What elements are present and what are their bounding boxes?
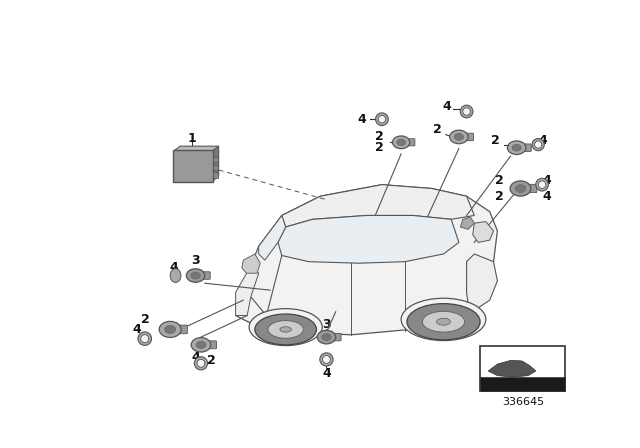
- Text: 2: 2: [491, 134, 500, 146]
- Ellipse shape: [510, 181, 531, 196]
- Ellipse shape: [515, 185, 525, 192]
- Bar: [481, 346, 565, 391]
- Ellipse shape: [508, 141, 526, 155]
- Text: 2: 2: [141, 313, 149, 326]
- Text: 4: 4: [170, 261, 179, 274]
- Ellipse shape: [322, 334, 331, 340]
- Ellipse shape: [191, 338, 211, 352]
- Ellipse shape: [191, 272, 200, 279]
- Ellipse shape: [197, 359, 205, 367]
- Polygon shape: [473, 222, 493, 242]
- Bar: [481, 377, 565, 391]
- Polygon shape: [278, 215, 459, 263]
- Polygon shape: [467, 254, 497, 308]
- Text: 4: 4: [358, 113, 367, 126]
- Ellipse shape: [436, 318, 451, 325]
- Polygon shape: [212, 146, 219, 181]
- FancyBboxPatch shape: [177, 325, 188, 334]
- Ellipse shape: [454, 134, 463, 140]
- Polygon shape: [236, 266, 259, 315]
- Polygon shape: [236, 185, 497, 335]
- Ellipse shape: [268, 321, 303, 338]
- Ellipse shape: [538, 181, 546, 189]
- Ellipse shape: [141, 335, 148, 343]
- FancyBboxPatch shape: [201, 272, 210, 279]
- Polygon shape: [259, 215, 285, 260]
- Ellipse shape: [280, 327, 291, 332]
- Text: 4: 4: [542, 190, 551, 202]
- Text: 4: 4: [191, 351, 200, 364]
- Ellipse shape: [534, 141, 542, 148]
- FancyBboxPatch shape: [406, 139, 415, 146]
- Ellipse shape: [195, 357, 207, 370]
- Ellipse shape: [401, 298, 486, 340]
- Polygon shape: [282, 185, 474, 227]
- FancyBboxPatch shape: [207, 341, 216, 349]
- Text: 4: 4: [322, 367, 331, 380]
- Bar: [212, 157, 218, 162]
- Text: 336645: 336645: [502, 397, 544, 407]
- Ellipse shape: [397, 139, 406, 146]
- Text: 2: 2: [207, 354, 215, 367]
- Ellipse shape: [164, 325, 175, 333]
- Ellipse shape: [392, 136, 410, 149]
- Ellipse shape: [317, 330, 336, 344]
- Polygon shape: [242, 254, 260, 273]
- Text: 4: 4: [133, 323, 141, 336]
- Text: 3: 3: [322, 318, 331, 332]
- Text: 4: 4: [542, 174, 551, 187]
- Ellipse shape: [460, 105, 473, 118]
- Bar: [212, 172, 218, 178]
- FancyBboxPatch shape: [522, 144, 531, 151]
- Polygon shape: [174, 146, 219, 151]
- Ellipse shape: [196, 341, 206, 349]
- Ellipse shape: [407, 304, 480, 340]
- FancyBboxPatch shape: [527, 185, 537, 193]
- Text: 2: 2: [495, 190, 504, 202]
- Ellipse shape: [536, 178, 548, 191]
- Text: 3: 3: [191, 254, 200, 267]
- Ellipse shape: [170, 269, 181, 282]
- Ellipse shape: [255, 314, 316, 345]
- FancyBboxPatch shape: [332, 333, 341, 341]
- FancyBboxPatch shape: [465, 133, 474, 141]
- Ellipse shape: [512, 144, 521, 151]
- Ellipse shape: [532, 138, 544, 151]
- FancyBboxPatch shape: [173, 150, 213, 182]
- Ellipse shape: [186, 269, 205, 282]
- Text: 4: 4: [442, 99, 451, 112]
- Bar: [212, 165, 218, 170]
- Polygon shape: [460, 217, 474, 229]
- Text: 2: 2: [376, 130, 384, 143]
- Ellipse shape: [450, 130, 468, 144]
- Text: 2: 2: [376, 141, 384, 154]
- Ellipse shape: [422, 311, 465, 332]
- Text: 2: 2: [495, 174, 504, 187]
- Ellipse shape: [323, 356, 330, 363]
- Ellipse shape: [249, 309, 322, 345]
- Ellipse shape: [138, 332, 152, 345]
- Ellipse shape: [159, 321, 181, 337]
- Ellipse shape: [463, 108, 470, 115]
- Text: 4: 4: [538, 134, 547, 146]
- Ellipse shape: [320, 353, 333, 366]
- Ellipse shape: [378, 116, 386, 123]
- Ellipse shape: [376, 113, 388, 125]
- Text: 1: 1: [188, 132, 196, 145]
- Polygon shape: [488, 360, 536, 377]
- Text: 2: 2: [433, 123, 442, 136]
